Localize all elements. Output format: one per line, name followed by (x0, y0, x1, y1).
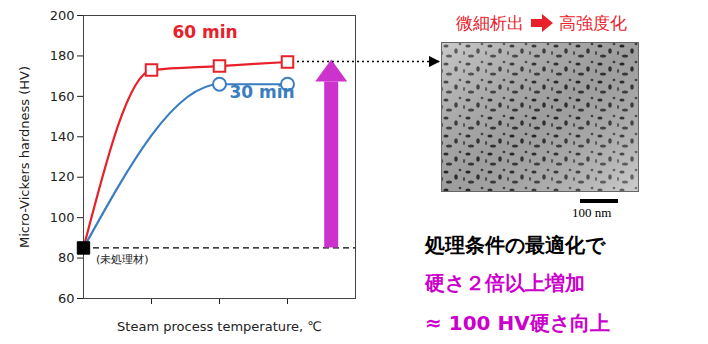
svg-text:60 min: 60 min (172, 22, 237, 42)
svg-text:30 min: 30 min (229, 82, 294, 102)
svg-text:140: 140 (50, 129, 75, 144)
html-text:処理条件の最適化で: 処理条件の最適化で (425, 233, 605, 257)
html-text:100 nm: 100 nm (572, 205, 612, 220)
svg-text:60: 60 (58, 291, 75, 306)
svg-text:Micro-Vickers hardness (HV): Micro-Vickers hardness (HV) (17, 66, 32, 248)
svg-text:200: 200 (50, 8, 75, 23)
svg-text:Steam process temperature, ℃: Steam process temperature, ℃ (117, 319, 322, 334)
svg-text:120: 120 (50, 169, 75, 184)
svg-text:160: 160 (50, 89, 75, 104)
svg-text:100: 100 (50, 210, 75, 225)
html-text:硬さ２倍以上増加: 硬さ２倍以上増加 (425, 271, 585, 295)
html-text:微細析出: 微細析出 (456, 13, 524, 33)
svg-text:180: 180 (50, 48, 75, 63)
svg-text:(未処理材): (未処理材) (96, 253, 149, 266)
svg-text:80: 80 (58, 250, 75, 265)
html-text:高強度化: 高強度化 (559, 13, 627, 33)
html-text:≈ 100 HV硬さ向上: ≈ 100 HV硬さ向上 (425, 311, 610, 335)
